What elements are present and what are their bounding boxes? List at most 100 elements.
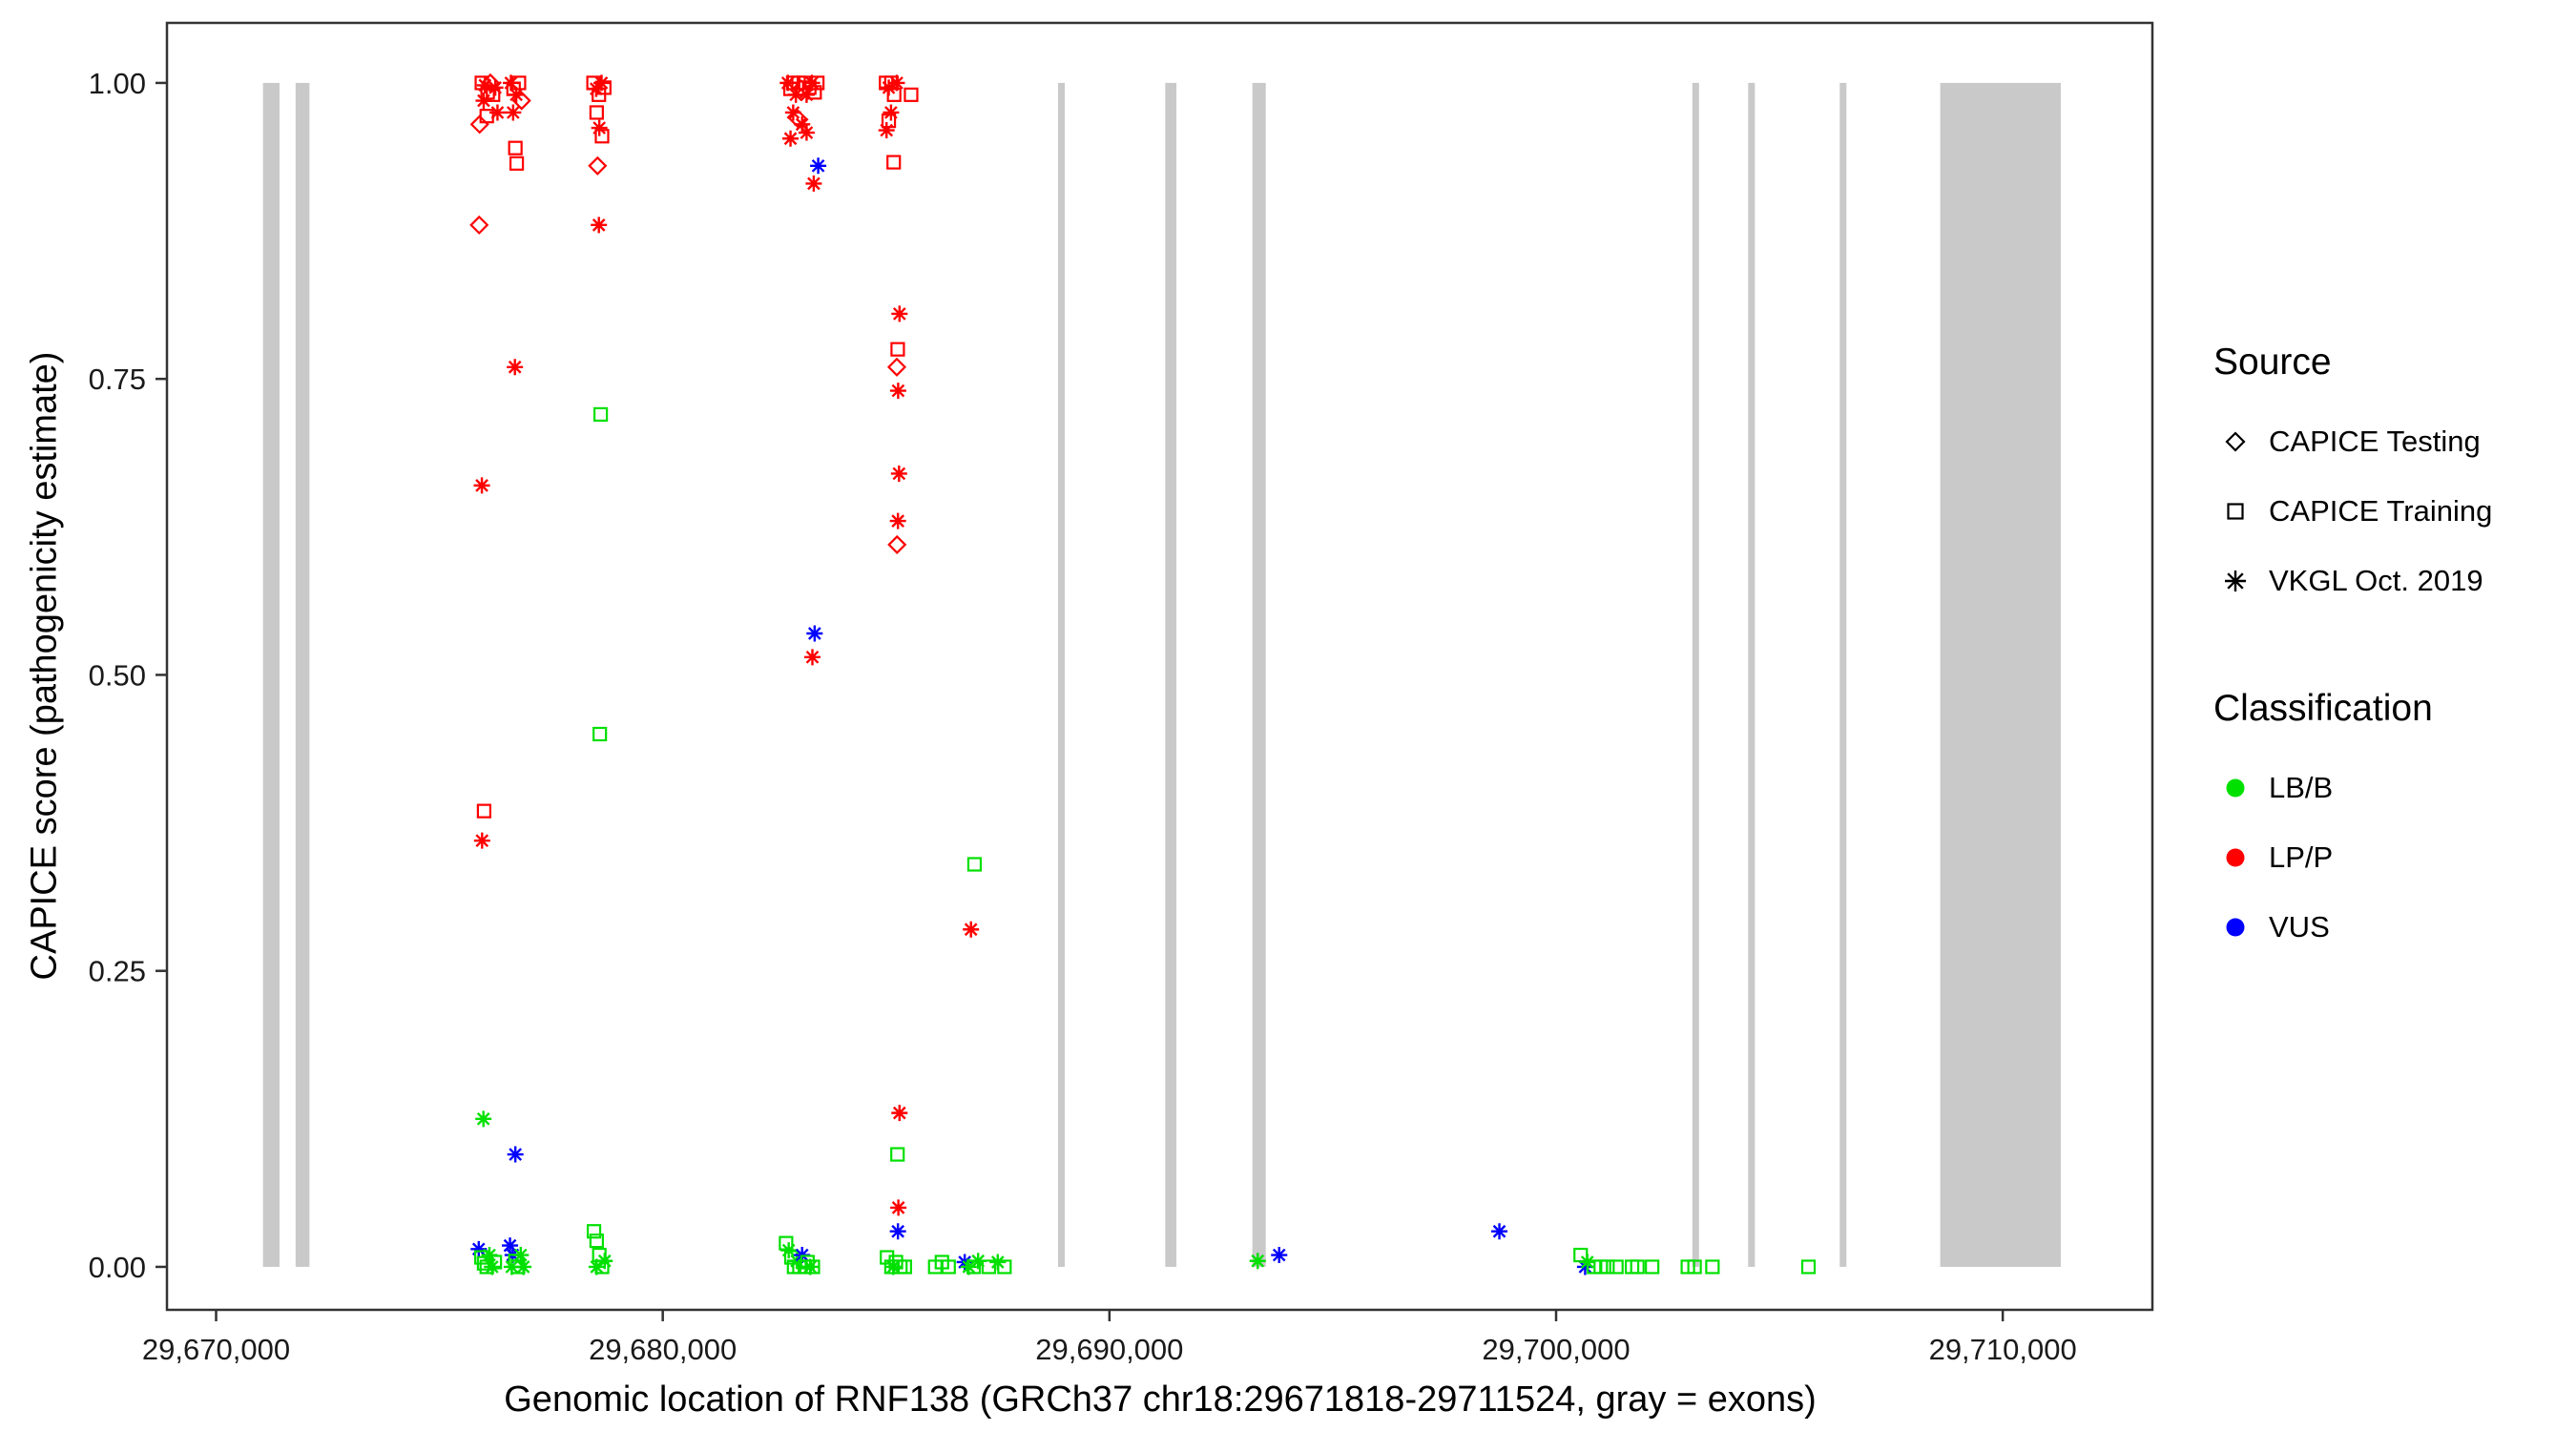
data-point-asterisk	[1271, 1247, 1288, 1264]
data-point-asterisk	[508, 86, 525, 103]
data-point-asterisk	[888, 74, 905, 92]
asterisk-icon	[2213, 559, 2257, 603]
data-point-asterisk	[475, 1110, 492, 1128]
data-point-asterisk	[801, 1258, 819, 1275]
data-point-asterisk	[473, 832, 490, 849]
data-point-square	[904, 87, 919, 102]
x-tick-label: 29,680,000	[589, 1333, 737, 1366]
data-point-square	[890, 342, 905, 357]
blue-dot-icon	[2213, 905, 2257, 949]
data-point-square	[966, 857, 983, 872]
exon-bar	[1165, 82, 1177, 1267]
data-point-square	[589, 105, 604, 120]
x-axis-title: Genomic location of RNF138 (GRCh37 chr18…	[504, 1379, 1817, 1420]
data-point-square	[509, 156, 525, 171]
data-point-asterisk	[889, 512, 906, 529]
data-point-asterisk	[782, 130, 800, 147]
legend-item-capice-testing: CAPICE Testing	[2213, 406, 2566, 476]
data-point-square	[592, 406, 609, 423]
x-tick-label: 29,700,000	[1482, 1333, 1630, 1366]
data-point-asterisk	[884, 1258, 902, 1275]
data-point-asterisk	[505, 104, 522, 121]
data-point-asterisk	[502, 1237, 519, 1255]
data-point-asterisk	[473, 477, 490, 494]
data-point-square	[886, 87, 902, 102]
data-point-asterisk	[475, 93, 492, 110]
data-point-asterisk	[890, 465, 907, 482]
data-point-diamond	[787, 109, 808, 129]
data-point-square	[586, 1224, 602, 1239]
data-point-asterisk	[806, 625, 823, 642]
legend-item-vus: VUS	[2213, 892, 2566, 962]
data-point-square	[881, 114, 897, 129]
data-point-square	[488, 1255, 503, 1270]
data-point-asterisk	[470, 1240, 488, 1257]
y-axis-title: CAPICE score (pathogenicity estimate)	[24, 351, 65, 981]
data-point-asterisk	[889, 1223, 906, 1240]
data-point-asterisk	[963, 921, 980, 938]
legend-label-capice-testing: CAPICE Testing	[2269, 424, 2481, 458]
legend-label-vkgl: VKGL Oct. 2019	[2269, 563, 2483, 597]
y-tick-label: 0.25	[89, 955, 146, 988]
data-point-asterisk	[890, 1199, 907, 1216]
data-point-square	[592, 726, 608, 742]
data-point-asterisk	[507, 359, 524, 376]
data-point-square	[981, 1259, 997, 1275]
data-point-square	[997, 1259, 1012, 1275]
data-point-square	[807, 85, 822, 100]
data-point-diamond	[469, 215, 489, 235]
exon-bar	[262, 82, 280, 1267]
exon-bar	[1748, 82, 1755, 1267]
data-point-asterisk	[891, 1105, 908, 1122]
data-point-asterisk	[784, 104, 801, 121]
data-point-square	[1645, 1259, 1660, 1275]
data-point-square	[476, 1255, 491, 1271]
data-point-asterisk	[960, 1258, 977, 1275]
data-point-square	[890, 1147, 905, 1162]
data-point-asterisk	[503, 1258, 520, 1275]
data-point-square	[886, 155, 902, 170]
data-point-square	[810, 75, 825, 91]
red-dot-icon	[2213, 836, 2257, 880]
data-point-square	[589, 1234, 604, 1249]
data-point-asterisk	[878, 122, 895, 139]
legend: Source CAPICE Testing CAPICE Training	[2213, 342, 2566, 962]
data-point-asterisk	[591, 217, 608, 234]
data-point-square	[1630, 1259, 1645, 1275]
square-icon	[2213, 489, 2257, 533]
legend-classification-section: Classification LB/B LP/P	[2213, 688, 2566, 962]
data-point-square	[1600, 1259, 1615, 1275]
data-point-asterisk	[591, 119, 608, 136]
y-tick-label: 1.00	[89, 67, 146, 100]
data-point-asterisk	[787, 86, 804, 103]
panel-border	[165, 21, 2154, 1312]
legend-label-capice-training: CAPICE Training	[2269, 493, 2493, 528]
legend-item-vkgl: VKGL Oct. 2019	[2213, 546, 2566, 615]
data-point-asterisk	[1491, 1223, 1508, 1240]
legend-label-lbb: LB/B	[2269, 770, 2334, 804]
data-point-diamond	[886, 357, 907, 377]
data-point-asterisk	[798, 124, 815, 141]
y-tick-label: 0.50	[89, 658, 146, 692]
legend-label-vus: VUS	[2269, 909, 2330, 944]
data-point-square	[1705, 1259, 1720, 1275]
x-tick-label: 29,690,000	[1035, 1333, 1183, 1366]
green-dot-icon	[2213, 766, 2257, 810]
data-point-asterisk	[1576, 1258, 1593, 1275]
y-tick-label: 0.75	[89, 363, 146, 396]
data-point-asterisk	[512, 1247, 530, 1264]
y-tick-label: 0.00	[89, 1251, 146, 1284]
x-tick-label: 29,670,000	[142, 1333, 290, 1366]
legend-classification-title: Classification	[2213, 688, 2433, 729]
data-point-diamond	[588, 156, 608, 176]
data-point-asterisk	[794, 115, 811, 133]
data-point-asterisk	[889, 383, 906, 400]
data-point-asterisk	[588, 1258, 605, 1275]
exon-bar	[1940, 82, 2062, 1267]
legend-source-title: Source	[2213, 342, 2332, 383]
data-point-square	[880, 1250, 895, 1265]
data-point-square	[1609, 1259, 1624, 1275]
x-tick-label: 29,710,000	[1929, 1333, 2077, 1366]
